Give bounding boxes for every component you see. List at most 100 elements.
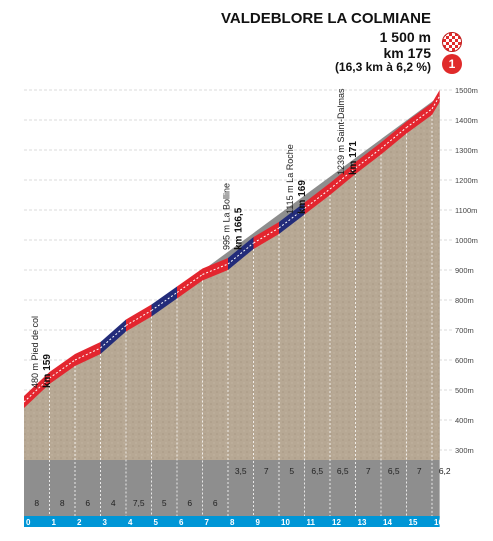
km-marker-label: 14 bbox=[383, 518, 392, 527]
segment-gradient: 6 bbox=[187, 498, 192, 508]
segment-gradient: 6,5 bbox=[311, 466, 323, 476]
band-centerline bbox=[74, 347, 101, 361]
y-tick-label: 1300m bbox=[455, 146, 478, 155]
y-tick-label: 700m bbox=[455, 326, 474, 335]
km-marker-label: 10 bbox=[281, 518, 290, 527]
y-tick-label: 300m bbox=[455, 446, 474, 455]
segment-gradient: 7,5 bbox=[133, 498, 145, 508]
km-dividers bbox=[49, 114, 433, 516]
y-axis-labels: 300m 400m 500m 600m 700m 800m 900m 1000m 1100m 12… bbox=[455, 86, 478, 455]
km-marker-label: 12 bbox=[332, 518, 341, 527]
category-badge: 1 bbox=[442, 54, 462, 74]
band-centerline bbox=[329, 167, 356, 190]
segment-gradient: 7 bbox=[417, 466, 422, 476]
segment-gradient: 6,5 bbox=[388, 466, 400, 476]
band-centerline bbox=[380, 127, 407, 149]
annotation-km: km 159 bbox=[42, 354, 53, 388]
segment-gradient: 6,2 bbox=[439, 466, 451, 476]
band-centerline bbox=[23, 377, 50, 403]
km-marker-label: 2 bbox=[77, 518, 82, 527]
band-centerline bbox=[406, 108, 433, 128]
band-segment bbox=[75, 342, 101, 366]
segment-gradient: 6,5 bbox=[337, 466, 349, 476]
band-centerline bbox=[431, 95, 441, 110]
finish-altitude: 1 500 m bbox=[379, 29, 431, 45]
band-centerline bbox=[253, 227, 280, 244]
segment-gradient: 6 bbox=[213, 498, 218, 508]
km-marker-label: 1 bbox=[52, 518, 57, 527]
finish-title: VALDEBLORE LA COLMIANE bbox=[221, 10, 431, 27]
y-tick-label: 1400m bbox=[455, 116, 478, 125]
band-centerline bbox=[125, 310, 152, 326]
annotation-place: 480 m Pied de col bbox=[30, 316, 40, 388]
annotation-place: 995 m La Bolline bbox=[221, 183, 231, 250]
segment-gradient: 4 bbox=[111, 498, 116, 508]
band-centerline bbox=[100, 325, 127, 349]
band-segment bbox=[406, 102, 432, 134]
annotation-text: 480 m Pied de col bbox=[30, 316, 40, 388]
climb-summary: (16,3 km à 6,2 %) bbox=[334, 60, 431, 74]
band-centerline bbox=[202, 263, 229, 275]
km-marker-label: 6 bbox=[179, 518, 184, 527]
y-tick-label: 400m bbox=[455, 416, 474, 425]
band-centerline bbox=[227, 242, 254, 265]
segment-gradient: 8 bbox=[34, 498, 39, 508]
km-strip: 0 1 2 3 4 5 6 7 8 9 10 11 12 13 14 15 16 bbox=[24, 516, 443, 527]
segment-gradient: 6 bbox=[85, 498, 90, 508]
annotation: 1239 m Saint-Dalmas km 171 bbox=[336, 88, 359, 175]
band-centerline bbox=[151, 292, 178, 311]
annotation: 995 m La Bolline km 166,5 bbox=[221, 183, 244, 250]
km-marker-label: 3 bbox=[103, 518, 108, 527]
annotation: 480 m Pied de col km 159 bbox=[30, 316, 53, 388]
y-tick-label: 1500m bbox=[455, 86, 478, 95]
band-segment bbox=[253, 222, 279, 249]
checkered-flag-icon bbox=[442, 32, 462, 52]
segment-gradient: 8 bbox=[60, 498, 65, 508]
y-tick-label: 1100m bbox=[455, 206, 477, 215]
annotation: 1115 m La Roche km 169 bbox=[285, 144, 308, 214]
band-centerline bbox=[278, 208, 305, 229]
band-centerline bbox=[49, 359, 76, 379]
band-centerline bbox=[304, 188, 331, 209]
km-marker-label: 8 bbox=[230, 518, 235, 527]
segment-gradient: 5 bbox=[162, 498, 167, 508]
finish-km: km 175 bbox=[383, 45, 431, 61]
km-marker-label: 13 bbox=[358, 518, 367, 527]
band-centerline bbox=[355, 148, 382, 169]
segment-gradient: 5 bbox=[289, 466, 294, 476]
y-tick-label: 1200m bbox=[455, 176, 478, 185]
band-segment bbox=[177, 268, 203, 299]
y-tick-label: 500m bbox=[455, 386, 474, 395]
band-segment bbox=[49, 354, 75, 384]
band-segment bbox=[432, 90, 440, 115]
band-segment bbox=[151, 286, 177, 317]
annotation-text: 1115 m La Roche bbox=[285, 144, 295, 214]
annotation-km: km 171 bbox=[348, 141, 359, 175]
band-segment bbox=[126, 304, 152, 332]
y-tick-label: 1000m bbox=[455, 236, 478, 245]
annotation-text: 1239 m Saint-Dalmas bbox=[336, 88, 346, 175]
y-tick-label: 800m bbox=[455, 296, 474, 305]
y-tick-label: 900m bbox=[455, 266, 474, 275]
gradient-band bbox=[23, 90, 441, 408]
annotation-text: 995 m La Bolline bbox=[221, 183, 231, 250]
annotation-km: km 166,5 bbox=[233, 207, 244, 250]
annotation-place: 1239 m Saint-Dalmas bbox=[336, 88, 346, 175]
km-marker-label: 9 bbox=[256, 518, 261, 527]
segment-gradient-labels: 8 8 6 4 7,5 5 6 6 3,5 7 5 6,5 6,5 7 6,5 7 6,2 bbox=[34, 466, 451, 508]
km-marker-label: 15 bbox=[409, 518, 418, 527]
band-centerline bbox=[176, 274, 203, 293]
km-marker-label: 16 bbox=[434, 518, 443, 527]
y-tick-label: 600m bbox=[455, 356, 474, 365]
km-marker-label: 4 bbox=[128, 518, 133, 527]
segment-gradient: 7 bbox=[264, 466, 269, 476]
km-marker-label: 0 bbox=[26, 518, 31, 527]
km-marker-label: 5 bbox=[154, 518, 159, 527]
km-strip-bar bbox=[24, 516, 440, 527]
km-marker-label: 11 bbox=[307, 518, 316, 527]
annotation-place: 1115 m La Roche bbox=[285, 144, 295, 214]
segment-gradient: 3,5 bbox=[235, 466, 247, 476]
km-marker-label: 7 bbox=[205, 518, 210, 527]
